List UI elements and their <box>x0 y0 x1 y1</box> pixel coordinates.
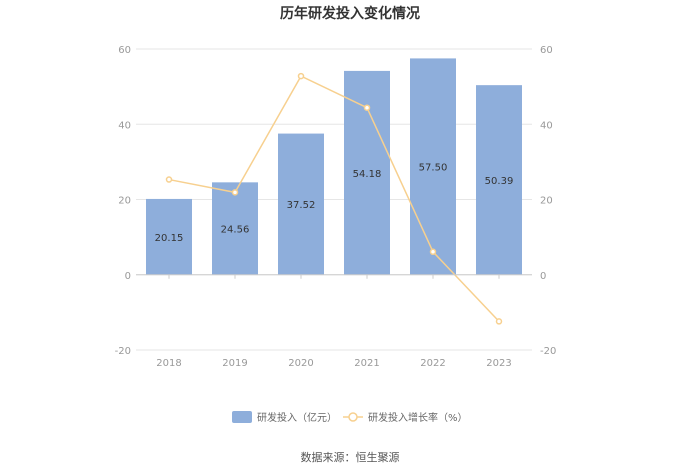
y-left-tick-label: 0 <box>125 271 131 282</box>
legend-line-label: 研发投入增长率（%） <box>368 411 468 424</box>
line-point <box>495 318 503 325</box>
line-series <box>165 72 503 325</box>
gridlines <box>136 48 532 351</box>
legend-bar-swatch <box>232 411 252 423</box>
x-tick-label: 2020 <box>288 358 313 369</box>
x-axis: 2018 2019 2020 2021 2022 2023 <box>136 274 532 369</box>
y-right-tick-label: -20 <box>540 346 556 357</box>
y-left-tick-label: 60 <box>118 45 131 56</box>
bar-value-label: 20.15 <box>155 233 184 244</box>
y-right-tick-label: 0 <box>540 271 546 282</box>
x-tick-label: 2022 <box>420 358 445 369</box>
line-point <box>363 104 371 111</box>
bar <box>212 182 258 275</box>
legend: 研发投入（亿元） 研发投入增长率（%） <box>232 411 468 424</box>
y-axis-left: 60 40 20 0 -20 <box>115 45 131 357</box>
y-right-tick-label: 20 <box>540 196 553 207</box>
source-note: 数据来源：恒生聚源 <box>301 450 400 464</box>
bar-series: 20.15 24.56 37.52 54.18 57.50 50.39 <box>146 58 522 275</box>
bar-value-label: 50.39 <box>485 176 514 187</box>
bar-value-label: 37.52 <box>287 200 316 211</box>
chart-title: 历年研发投入变化情况 <box>280 5 420 22</box>
y-right-tick-label: 60 <box>540 45 553 56</box>
legend-bar-label: 研发投入（亿元） <box>257 411 337 424</box>
bar-value-label: 57.50 <box>419 163 448 174</box>
legend-line-marker <box>348 412 358 422</box>
x-tick-label: 2018 <box>156 358 181 369</box>
line-point <box>231 189 239 196</box>
y-right-tick-label: 40 <box>540 120 553 131</box>
x-tick-label: 2019 <box>222 358 247 369</box>
bar-value-label: 24.56 <box>221 225 250 236</box>
growth-line <box>168 75 500 322</box>
line-point <box>165 176 173 183</box>
bar <box>410 58 456 275</box>
bar-value-label: 54.18 <box>353 169 382 180</box>
x-tick-label: 2023 <box>486 358 511 369</box>
y-left-tick-label: -20 <box>115 346 131 357</box>
line-point <box>429 248 437 256</box>
y-axis-right: 60 40 20 0 -20 <box>540 45 556 357</box>
bar <box>146 198 192 275</box>
bar <box>278 133 324 275</box>
line-point <box>297 72 305 80</box>
y-left-tick-label: 40 <box>118 120 131 131</box>
bar <box>476 85 522 275</box>
x-tick-label: 2021 <box>354 358 379 369</box>
y-left-tick-label: 20 <box>118 196 131 207</box>
